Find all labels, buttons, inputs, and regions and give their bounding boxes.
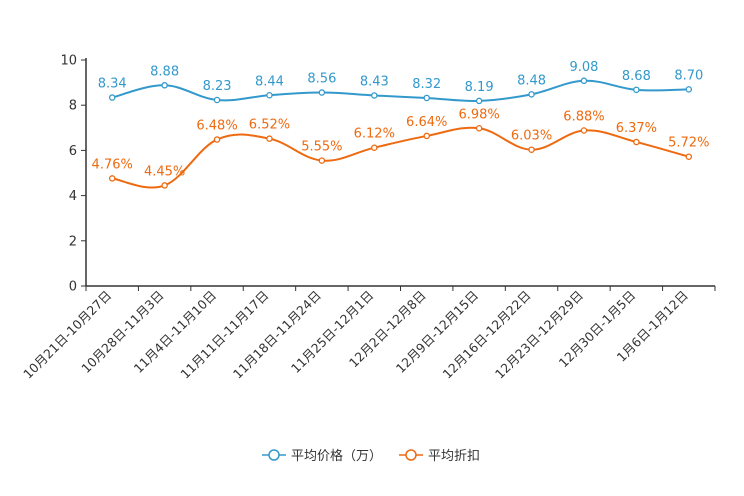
axes: 024681010月21日-10月27日10月28日-11月3日11月4日-11… <box>20 54 716 382</box>
data-label: 4.45% <box>144 164 185 179</box>
data-point <box>371 92 378 99</box>
data-label: 6.37% <box>616 121 657 136</box>
y-tick-label: 4 <box>69 189 77 204</box>
data-point <box>528 91 535 98</box>
data-point <box>108 94 116 101</box>
data-label: 8.56 <box>307 72 336 87</box>
data-label: 6.88% <box>563 110 604 125</box>
data-label: 8.68 <box>622 69 651 84</box>
series-line <box>111 79 689 103</box>
legend-item-average-discount: 平均折扣 <box>399 449 480 464</box>
data-point <box>685 86 693 93</box>
legend-label: 平均折扣 <box>428 449 480 464</box>
legend-marker-icon <box>268 449 280 461</box>
data-label: 8.88 <box>150 64 179 79</box>
data-point <box>423 132 430 140</box>
x-tick-label: 10月21日-10月27日 <box>20 288 114 382</box>
data-point <box>371 144 378 151</box>
data-point <box>266 135 273 142</box>
data-label: 6.48% <box>196 119 237 134</box>
y-tick-label: 10 <box>60 54 77 69</box>
data-label: 8.23 <box>203 79 232 94</box>
legend: 平均价格（万） 平均折扣 <box>262 448 480 464</box>
data-label: 4.76% <box>92 157 133 172</box>
data-point <box>213 96 221 104</box>
data-point <box>213 136 221 143</box>
data-point <box>318 157 326 164</box>
data-point <box>528 146 535 153</box>
data-label: 8.34 <box>98 77 127 92</box>
x-tick-label: 12月23日-12月29日 <box>492 288 586 382</box>
data-label: 6.12% <box>354 127 395 142</box>
data-label: 8.48 <box>517 73 546 88</box>
series-average-discount: 4.76% 4.45% 6.48% 6.52% 5.55% 6.12% 6.64% 6.98%… <box>92 107 709 189</box>
data-point <box>475 125 483 132</box>
series-line <box>112 126 690 189</box>
data-label: 5.72% <box>668 136 709 151</box>
data-point <box>161 82 168 89</box>
data-point <box>266 92 273 99</box>
y-tick-label: 8 <box>69 99 77 114</box>
data-point <box>423 94 430 102</box>
data-point <box>108 175 116 182</box>
data-point <box>633 138 640 146</box>
data-label: 8.32 <box>412 77 441 92</box>
data-point <box>580 127 588 134</box>
data-label: 5.55% <box>301 140 342 155</box>
x-tick-label: 11月18日-11月24日 <box>230 288 324 382</box>
data-label: 8.43 <box>360 74 389 89</box>
data-point <box>580 77 588 85</box>
y-tick-label: 6 <box>69 144 77 159</box>
data-point <box>161 182 168 189</box>
data-point <box>318 89 326 96</box>
data-point <box>475 97 483 105</box>
x-tick-label: 12月16日-12月22日 <box>440 288 534 382</box>
y-tick-label: 0 <box>69 280 77 295</box>
legend-marker-icon <box>405 449 417 461</box>
data-point <box>685 153 693 160</box>
data-label: 6.03% <box>511 129 552 144</box>
data-label: 8.70 <box>674 68 703 83</box>
data-label: 9.08 <box>569 60 598 75</box>
data-label: 8.19 <box>465 80 494 95</box>
data-label: 6.52% <box>249 118 290 133</box>
legend-item-average-price: 平均价格（万） <box>262 448 382 464</box>
y-tick-label: 2 <box>69 234 77 249</box>
data-point <box>633 86 640 94</box>
data-label: 6.64% <box>406 115 447 130</box>
legend-label: 平均价格（万） <box>291 448 382 464</box>
x-tick-label: 11月11日-11月17日 <box>177 288 271 382</box>
data-label: 8.44 <box>255 74 284 89</box>
series-layer: 8.34 8.88 8.23 8.44 8.56 8.43 8.32 8.19 8.48 9.08… <box>92 60 709 189</box>
data-label: 6.98% <box>458 107 499 122</box>
series-average-price: 8.34 8.88 8.23 8.44 8.56 8.43 8.32 8.19 8.48 9.08… <box>98 60 703 105</box>
